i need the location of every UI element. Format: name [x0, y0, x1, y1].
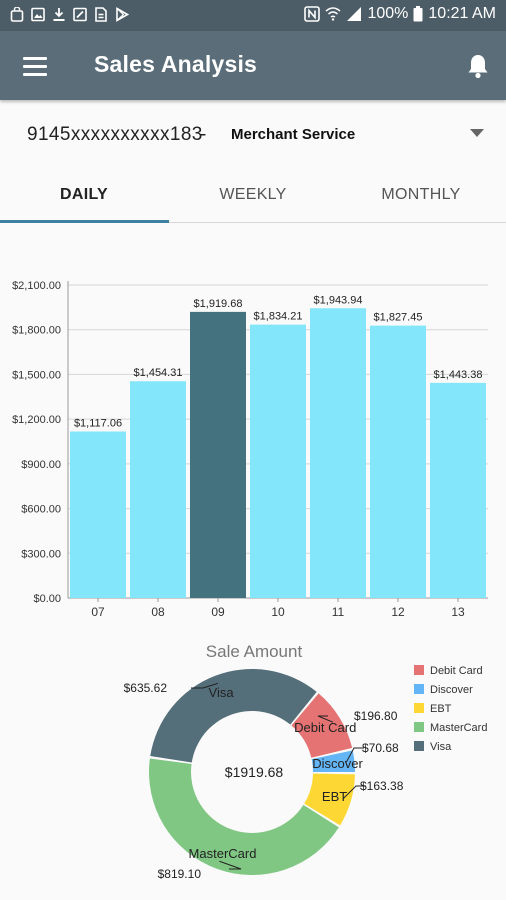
edit-icon	[73, 7, 87, 22]
bar-value-label: $1,117.06	[74, 418, 122, 430]
tab-monthly[interactable]: MONTHLY	[381, 186, 461, 203]
legend-swatch	[414, 741, 424, 751]
signal-icon	[347, 7, 362, 21]
slice-name-label: Debit Card	[294, 720, 356, 735]
system-status: 100% 10:21 AM	[304, 5, 496, 23]
x-tick-label: 13	[451, 605, 465, 619]
callout-line	[219, 860, 242, 870]
y-tick-label: $2,100.00	[12, 280, 61, 292]
x-tick-label: 08	[151, 605, 165, 619]
y-tick-label: $1,500.00	[12, 369, 61, 381]
battery-percent: 100%	[367, 5, 409, 22]
x-tick-label: 12	[391, 605, 405, 619]
chevron-down-icon[interactable]	[470, 129, 484, 137]
bar-value-label: $1,834.21	[254, 311, 303, 323]
clock: 10:21 AM	[428, 5, 496, 22]
nfc-icon	[304, 6, 321, 22]
legend-swatch	[414, 665, 424, 675]
document-icon	[95, 7, 107, 22]
y-tick-label: $1,200.00	[12, 414, 61, 426]
hamburger-menu-icon[interactable]	[18, 53, 52, 79]
legend-item: Discover	[430, 684, 473, 696]
bar-11	[310, 308, 366, 598]
bar-chart-svg: $0.00 $300.00 $600.00 $900.00 $1,200.00 $1,50…	[12, 280, 488, 619]
bar-value-label: $1,443.38	[434, 369, 483, 381]
sale-amount-donut-chart: Sale Amount Debit Card $196.80 Discover $70.…	[0, 636, 506, 900]
y-tick-label: $600.00	[21, 504, 61, 516]
slice-value-label: $70.68	[362, 741, 399, 755]
x-tick-label: 11	[332, 605, 345, 619]
legend-item: MasterCard	[430, 722, 487, 734]
callout-line	[317, 715, 334, 723]
play-store-icon	[116, 7, 129, 22]
bag-icon	[10, 7, 24, 22]
account-selector[interactable]: 9145xxxxxxxxxx183 - Merchant Service	[0, 100, 506, 180]
bar-value-label: $1,827.45	[374, 312, 423, 324]
donut-slice-debit-card	[291, 693, 353, 758]
slice-value-label: $196.80	[354, 709, 398, 723]
slice-name-label: MasterCard	[189, 846, 257, 861]
notification-icons	[10, 7, 129, 22]
account-separator: -	[200, 124, 207, 145]
donut-center-total: $1919.68	[225, 764, 284, 780]
legend-item: Visa	[430, 741, 452, 753]
period-tabs: DAILY WEEKLY MONTHLY	[0, 175, 506, 223]
bar-value-label: $1,919.68	[194, 298, 243, 310]
bar-10	[250, 324, 306, 598]
callout-line	[191, 682, 218, 689]
bell-icon[interactable]	[466, 53, 490, 79]
slice-name-label: Discover	[312, 756, 363, 771]
daily-sales-bar-chart: $0.00 $300.00 $600.00 $900.00 $1,200.00 $1,50…	[0, 262, 506, 622]
y-tick-label: $900.00	[21, 459, 61, 471]
download-icon	[53, 8, 65, 21]
slice-value-label: $163.38	[360, 779, 404, 793]
bar-value-label: $1,943.94	[314, 294, 363, 306]
y-tick-label: $300.00	[21, 548, 61, 560]
account-number: 9145xxxxxxxxxx183	[27, 124, 203, 145]
bar-07	[70, 431, 126, 598]
slice-name-label: EBT	[322, 789, 347, 804]
page-title: Sales Analysis	[94, 51, 258, 77]
legend-item: EBT	[430, 703, 452, 715]
bar-09	[190, 311, 246, 598]
image-icon	[31, 7, 45, 22]
x-tick-label: 09	[211, 605, 225, 619]
y-tick-label: $0.00	[33, 593, 61, 605]
legend-swatch	[414, 722, 424, 732]
tab-weekly[interactable]: WEEKLY	[219, 186, 287, 203]
slice-value-label: $819.10	[158, 867, 202, 881]
y-tick-label: $1,800.00	[12, 325, 61, 337]
callout-line	[346, 747, 364, 763]
donut-slice-mastercard	[149, 758, 339, 876]
donut-slice-discover	[311, 750, 355, 772]
slice-name-label: Visa	[209, 685, 235, 700]
battery-icon	[413, 6, 423, 22]
x-tick-label: 07	[91, 605, 105, 619]
wifi-icon	[325, 7, 341, 21]
bar-13	[430, 382, 486, 598]
legend-swatch	[414, 703, 424, 713]
donut-title: Sale Amount	[206, 642, 303, 661]
donut-slice-visa	[150, 669, 317, 763]
active-tab-indicator	[0, 220, 169, 223]
x-tick-label: 10	[271, 605, 285, 619]
legend-swatch	[414, 684, 424, 694]
app-bar: Sales Analysis	[0, 31, 506, 100]
bar-08	[130, 381, 186, 598]
tab-daily[interactable]: DAILY	[59, 186, 109, 203]
bar-value-label: $1,454.31	[134, 367, 183, 379]
callout-line	[342, 785, 366, 799]
merchant-name: Merchant Service	[231, 126, 356, 143]
slice-value-label: $635.62	[124, 681, 168, 695]
bar-12	[370, 325, 426, 598]
legend-item: Debit Card	[430, 665, 483, 677]
donut-slice-ebt	[304, 773, 355, 826]
status-bar: 100% 10:21 AM	[0, 0, 506, 31]
